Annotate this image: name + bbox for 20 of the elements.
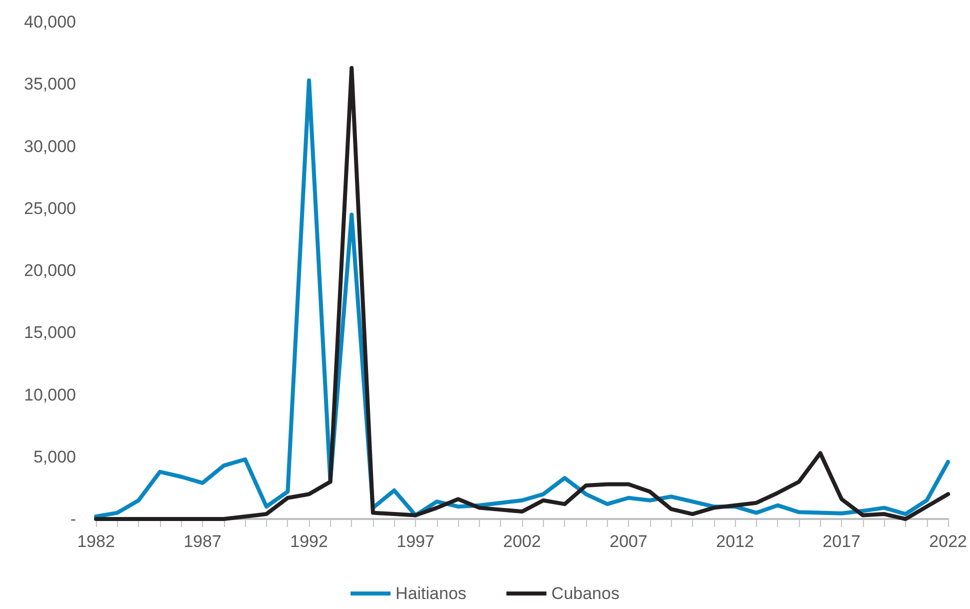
y-tick-label: 10,000 (24, 385, 76, 404)
x-tick-label: 1987 (184, 532, 222, 551)
y-tick-label: 40,000 (24, 12, 76, 32)
y-tick-label: 15,000 (24, 323, 76, 342)
x-tick-label: 1992 (290, 532, 328, 551)
x-tick-label: 2002 (503, 532, 541, 551)
x-tick-label: 2017 (822, 532, 860, 551)
y-tick-label: 25,000 (24, 198, 76, 218)
x-tick-label: 2022 (929, 532, 968, 551)
y-tick-label: 35,000 (24, 74, 76, 94)
y-tick-label: 5,000 (33, 447, 76, 466)
legend-label: Haitianos (396, 584, 466, 603)
x-tick-label: 1997 (396, 532, 434, 551)
x-tick-label: 2007 (610, 532, 648, 551)
x-tick-label: 1982 (77, 532, 115, 551)
x-tick-label: 2012 (716, 532, 754, 551)
y-tick-label: 20,000 (24, 261, 76, 280)
y-tick-label: 30,000 (24, 136, 76, 156)
y-tick-label: - (70, 510, 76, 528)
legend-label: Cubanos (551, 584, 620, 603)
